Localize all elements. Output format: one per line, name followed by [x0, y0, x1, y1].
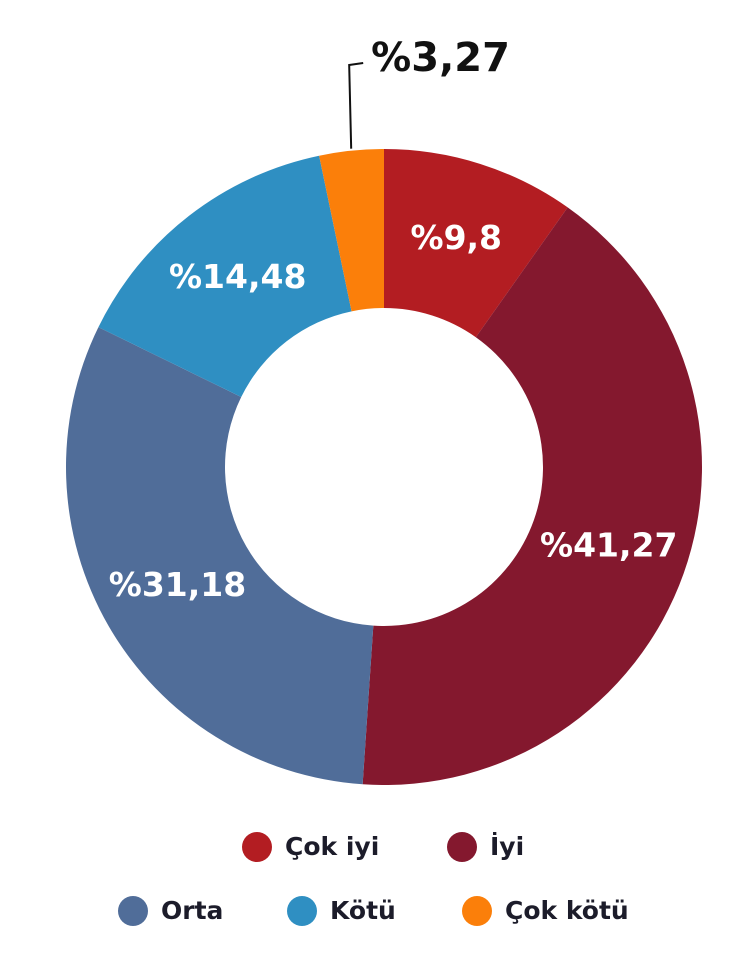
value-label: %41,27	[540, 525, 677, 564]
legend-swatch	[447, 832, 477, 862]
donut-slice	[98, 155, 352, 398]
value-label: %3,27	[371, 35, 510, 81]
value-label: %9,8	[411, 218, 503, 257]
legend-swatch	[242, 832, 272, 862]
legend-swatch	[118, 896, 148, 926]
legend-swatch	[462, 896, 492, 926]
leader-line	[348, 62, 364, 149]
legend-label: Orta	[161, 896, 223, 925]
legend-label: İyi	[490, 831, 524, 861]
legend-swatch	[287, 896, 317, 926]
value-label: %14,48	[169, 257, 306, 296]
donut-slice	[384, 149, 568, 338]
legend-label: Kötü	[330, 896, 396, 925]
donut-slice	[319, 149, 384, 312]
legend-label: Çok kötü	[505, 896, 629, 925]
donut-slice	[65, 327, 374, 785]
value-label: %31,18	[109, 565, 246, 604]
legend-label: Çok iyi	[285, 832, 379, 861]
donut-slice	[362, 207, 702, 785]
